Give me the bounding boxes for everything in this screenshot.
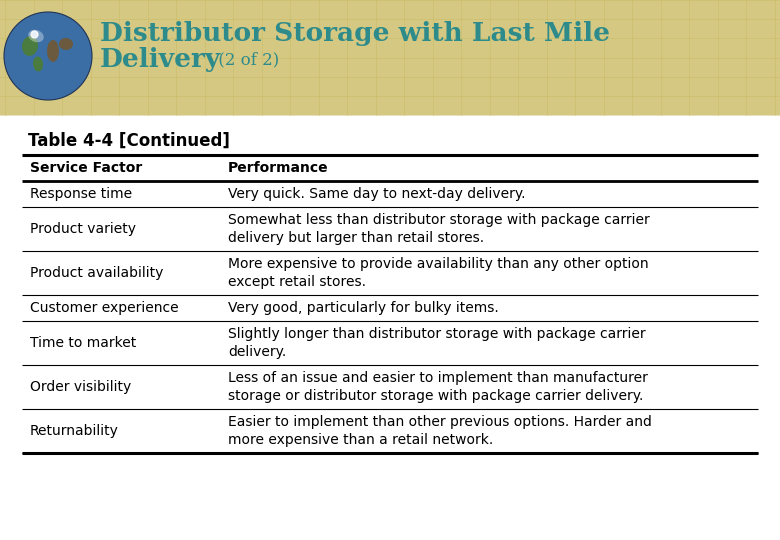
Text: More expensive to provide availability than any other option
except retail store: More expensive to provide availability t… [228,257,649,289]
Text: Slightly longer than distributor storage with package carrier
delivery.: Slightly longer than distributor storage… [228,327,646,359]
Text: Very quick. Same day to next-day delivery.: Very quick. Same day to next-day deliver… [228,187,526,201]
Text: Service Factor: Service Factor [30,161,142,175]
Text: Returnability: Returnability [30,424,119,438]
Text: Less of an issue and easier to implement than manufacturer
storage or distributo: Less of an issue and easier to implement… [228,371,648,403]
Text: Easier to implement than other previous options. Harder and
more expensive than : Easier to implement than other previous … [228,415,652,447]
Ellipse shape [47,40,59,62]
Text: Response time: Response time [30,187,132,201]
Ellipse shape [28,30,44,42]
Text: Product availability: Product availability [30,266,163,280]
Text: Distributor Storage with Last Mile: Distributor Storage with Last Mile [100,21,610,45]
Text: Table 4-4 [Continued]: Table 4-4 [Continued] [28,132,230,150]
Ellipse shape [33,57,43,71]
Text: Order visibility: Order visibility [30,380,131,394]
Text: Performance: Performance [228,161,328,175]
Text: Delivery: Delivery [100,48,221,72]
Text: Time to market: Time to market [30,336,136,350]
Text: Customer experience: Customer experience [30,301,179,315]
Ellipse shape [22,36,38,56]
Circle shape [4,12,92,100]
Text: Product variety: Product variety [30,222,136,236]
Text: Somewhat less than distributor storage with package carrier
delivery but larger : Somewhat less than distributor storage w… [228,213,650,245]
Text: (2 of 2): (2 of 2) [213,51,279,69]
Ellipse shape [59,38,73,50]
Bar [0,0,780,115]
Text: Very good, particularly for bulky items.: Very good, particularly for bulky items. [228,301,498,315]
